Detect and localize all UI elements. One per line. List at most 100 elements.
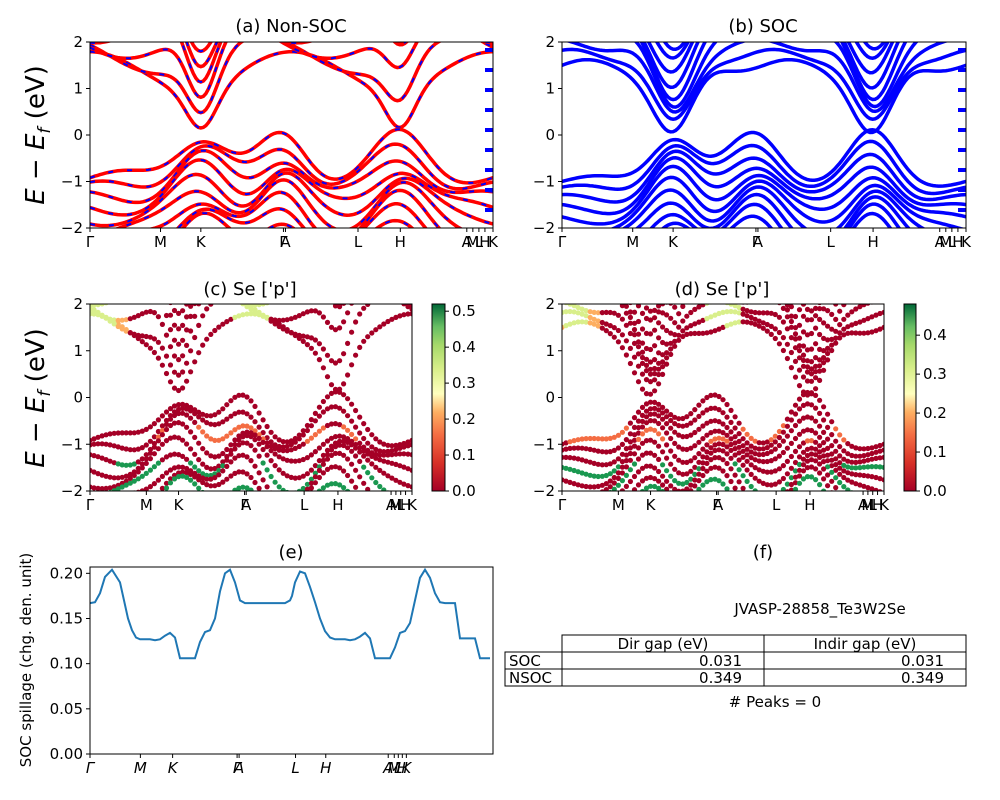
band-point [647, 483, 654, 489]
band-point [324, 456, 331, 462]
band-point [849, 249, 854, 254]
band-point [188, 348, 194, 354]
band-point [688, 458, 694, 464]
band-point [800, 402, 807, 408]
x-tick-label: Γ [86, 233, 95, 251]
band-point [745, 270, 750, 275]
band-point [316, 413, 322, 419]
band-point [825, 445, 831, 451]
band-point [192, 481, 198, 487]
x-tick-label: K [401, 759, 412, 777]
band-point [600, 280, 605, 285]
band-point [304, 471, 310, 477]
band-point [220, 450, 226, 457]
band-point [361, 453, 367, 459]
band-point [611, 468, 617, 474]
band-point [591, 447, 597, 453]
band-point [353, 292, 358, 297]
panel-c-title: (c) Se ['p'] [203, 279, 296, 300]
band-point [696, 471, 702, 477]
band-point [643, 401, 650, 407]
band-point [216, 497, 221, 502]
band-point [95, 219, 100, 224]
col-header-indir: Indir gap (eV) [814, 635, 917, 653]
band-point [635, 418, 642, 424]
band-point [595, 436, 601, 442]
band-point [240, 423, 246, 429]
edge-marker [958, 168, 966, 172]
band-point [248, 458, 254, 464]
band-point [559, 288, 564, 293]
band-point [572, 240, 577, 245]
band-point [248, 487, 254, 491]
band-point [841, 448, 847, 454]
band-point [281, 508, 286, 513]
band-point [377, 286, 382, 291]
band-point [280, 456, 286, 462]
band-point [700, 242, 705, 247]
band-point [700, 330, 706, 336]
band-point [216, 453, 222, 459]
band-point [320, 365, 326, 371]
band-point [776, 479, 783, 485]
edge-marker [958, 188, 966, 192]
band-point [112, 264, 117, 269]
band-point [124, 289, 129, 294]
band-point [877, 266, 882, 271]
band-point [591, 473, 597, 479]
band-point [373, 284, 378, 289]
band-point [639, 440, 646, 446]
band-point [861, 304, 867, 308]
band-point [708, 465, 714, 471]
band-point [632, 294, 637, 299]
band-point [696, 459, 702, 465]
band-point [401, 513, 406, 518]
band-point [389, 296, 394, 301]
band-point [744, 308, 750, 314]
band-point [837, 293, 842, 298]
band-point [579, 457, 585, 463]
band-point [373, 455, 379, 461]
band-point [583, 458, 589, 464]
band-point [765, 507, 770, 512]
band-point [349, 418, 355, 424]
band-point [103, 473, 109, 479]
band-point [252, 309, 258, 315]
band-point [312, 470, 318, 476]
band-point [788, 465, 795, 471]
band-point [643, 345, 650, 352]
band-point [361, 507, 366, 512]
band-point [167, 406, 174, 412]
band-point [733, 260, 738, 265]
band-point [833, 456, 839, 462]
band-point [668, 473, 674, 479]
band-point [345, 413, 351, 419]
band-point [684, 269, 689, 274]
band-point [100, 219, 105, 224]
band-point [808, 359, 815, 365]
band-point [164, 278, 169, 283]
band-point [631, 451, 638, 457]
band-point [660, 359, 666, 365]
band-point [817, 454, 823, 460]
band-point [140, 240, 145, 245]
band-point [808, 457, 815, 463]
band-point [692, 260, 697, 265]
band-point [305, 245, 310, 250]
band-point [639, 360, 646, 366]
band-point [704, 420, 710, 426]
band-point [664, 478, 670, 484]
band-point [232, 442, 238, 448]
band-point [672, 332, 678, 338]
band-point [845, 262, 850, 267]
band-point [623, 304, 629, 309]
band-point [796, 431, 803, 437]
band-point [332, 450, 339, 456]
band-point [563, 309, 569, 315]
band-point [639, 424, 646, 430]
band-point [761, 269, 766, 274]
band-point [647, 391, 654, 397]
band-point [829, 311, 835, 317]
band-point [793, 284, 798, 289]
band-point [91, 469, 97, 475]
